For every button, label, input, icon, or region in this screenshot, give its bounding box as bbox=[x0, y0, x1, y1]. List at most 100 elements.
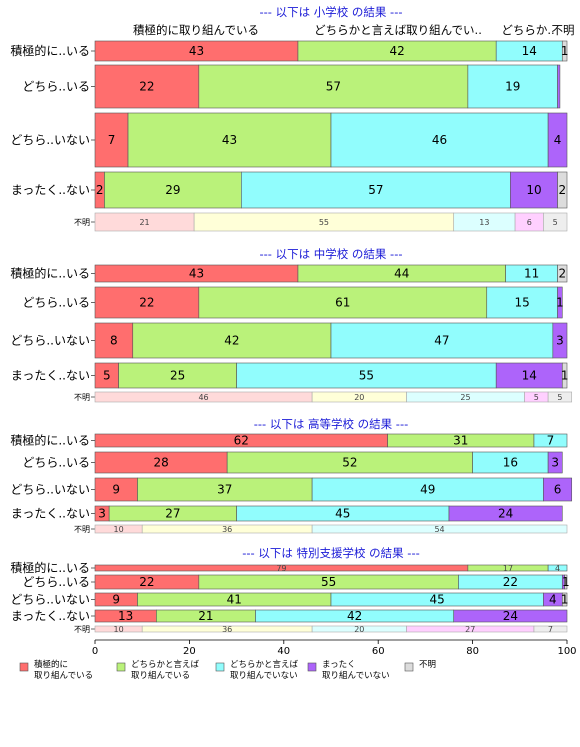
bar-segment bbox=[557, 264, 568, 283]
data-label: 55 bbox=[319, 218, 329, 227]
data-label: 79 bbox=[276, 564, 286, 573]
data-label: 1 bbox=[561, 369, 569, 383]
y-tick-label: どちら..いない bbox=[10, 483, 90, 497]
data-label: 6 bbox=[527, 218, 532, 227]
data-label: 2 bbox=[558, 183, 566, 197]
bar-segment bbox=[564, 574, 568, 590]
data-label: 22 bbox=[139, 575, 154, 589]
section-title: --- 以下は 小学校 の結果 --- bbox=[259, 5, 402, 19]
data-label: 11 bbox=[524, 267, 539, 281]
data-label: 25 bbox=[460, 393, 470, 402]
bar-segment bbox=[552, 322, 568, 359]
data-label: 21 bbox=[139, 218, 149, 227]
data-label: 43 bbox=[189, 44, 204, 58]
data-label: 5 bbox=[103, 369, 111, 383]
legend-label: 不明 bbox=[419, 660, 436, 670]
bar-segment bbox=[533, 433, 568, 448]
bar-segment bbox=[118, 362, 237, 389]
data-label: 24 bbox=[503, 609, 518, 623]
data-label: 9 bbox=[112, 593, 120, 607]
bar-segment bbox=[557, 286, 563, 319]
legend-label: まったく bbox=[322, 660, 356, 670]
y-tick-label: 積極的に..いる bbox=[10, 266, 90, 281]
y-tick-label: 不明 bbox=[74, 393, 90, 402]
legend-swatch bbox=[307, 662, 317, 672]
data-label: 15 bbox=[515, 296, 530, 310]
section-title: --- 以下は 高等学校 の結果 --- bbox=[254, 417, 409, 431]
data-label: 14 bbox=[522, 44, 537, 58]
bar-segment bbox=[547, 391, 573, 403]
column-header: 積極的に取り組んでいる bbox=[133, 23, 259, 37]
legend-label: 取り組んでいる bbox=[34, 670, 93, 681]
column-header: どちらかと言えば取り組んでい.. bbox=[314, 23, 482, 37]
bar-segment bbox=[557, 64, 561, 109]
bar-segment bbox=[448, 505, 563, 522]
data-label: 7 bbox=[108, 133, 116, 147]
data-label: 9 bbox=[112, 483, 120, 497]
bar-segment bbox=[127, 112, 332, 168]
y-tick-label: 積極的に..いる bbox=[10, 43, 90, 58]
legend-swatch bbox=[116, 662, 126, 672]
bar-segment bbox=[241, 171, 511, 209]
data-label: 16 bbox=[503, 456, 518, 470]
data-label: 2 bbox=[558, 267, 566, 281]
data-label: 3 bbox=[98, 507, 106, 521]
data-label: 36 bbox=[222, 625, 232, 634]
data-label: 20 bbox=[354, 625, 364, 634]
x-tick-label: 100 bbox=[557, 646, 576, 657]
bar-segment bbox=[467, 64, 558, 109]
y-tick-label: どちら..いない bbox=[10, 133, 90, 147]
bar-segment bbox=[561, 362, 568, 389]
data-label: 57 bbox=[368, 183, 383, 197]
legend-label: どちらかと言えば bbox=[230, 659, 299, 670]
data-label: 5 bbox=[557, 393, 562, 402]
bar-segment bbox=[198, 286, 488, 319]
data-label: 21 bbox=[198, 609, 213, 623]
y-tick-label: 不明 bbox=[74, 625, 90, 634]
x-tick-label: 80 bbox=[466, 646, 479, 657]
data-label: 42 bbox=[347, 609, 362, 623]
data-label: 1 bbox=[556, 296, 564, 310]
legend-label: 積極的に bbox=[34, 659, 68, 670]
data-label: 45 bbox=[335, 507, 350, 521]
data-label: 25 bbox=[170, 369, 185, 383]
y-tick-label: どちら..いる bbox=[22, 296, 90, 310]
data-label: 3 bbox=[551, 456, 559, 470]
data-label: 47 bbox=[434, 334, 449, 348]
data-label: 5 bbox=[534, 393, 539, 402]
bar-segment bbox=[543, 477, 573, 502]
data-label: 2 bbox=[96, 183, 104, 197]
data-label: 1 bbox=[561, 44, 569, 58]
bar-segment bbox=[132, 322, 332, 359]
bar-segment bbox=[557, 171, 568, 209]
data-label: 43 bbox=[189, 267, 204, 281]
data-label: 5 bbox=[553, 218, 558, 227]
data-label: 57 bbox=[326, 80, 341, 94]
data-label: 62 bbox=[234, 434, 249, 448]
data-label: 7 bbox=[547, 434, 555, 448]
data-label: 13 bbox=[118, 609, 133, 623]
bar-segment bbox=[94, 64, 200, 109]
bar-segment bbox=[453, 609, 568, 623]
data-label: 54 bbox=[434, 525, 444, 534]
data-label: 17 bbox=[503, 564, 513, 573]
data-label: 27 bbox=[165, 507, 180, 521]
data-label: 42 bbox=[224, 334, 239, 348]
bar-segment bbox=[561, 40, 568, 62]
data-label: 29 bbox=[165, 183, 180, 197]
bar-segment bbox=[94, 286, 200, 319]
legend-swatch bbox=[19, 662, 29, 672]
data-label: 46 bbox=[432, 133, 447, 147]
data-label: 22 bbox=[139, 80, 154, 94]
y-tick-label: まったく..ない bbox=[11, 369, 90, 383]
bar-segment bbox=[561, 592, 568, 607]
y-tick-label: どちら..いる bbox=[22, 456, 90, 470]
y-tick-label: まったく..ない bbox=[11, 609, 90, 623]
data-label: 44 bbox=[394, 267, 409, 281]
section-title: --- 以下は 特別支援学校 の結果 --- bbox=[242, 546, 420, 560]
legend-label: どちらかと言えば bbox=[131, 659, 200, 670]
y-tick-label: どちら..いない bbox=[10, 593, 90, 607]
data-label: 7 bbox=[548, 625, 553, 634]
data-label: 43 bbox=[222, 133, 237, 147]
